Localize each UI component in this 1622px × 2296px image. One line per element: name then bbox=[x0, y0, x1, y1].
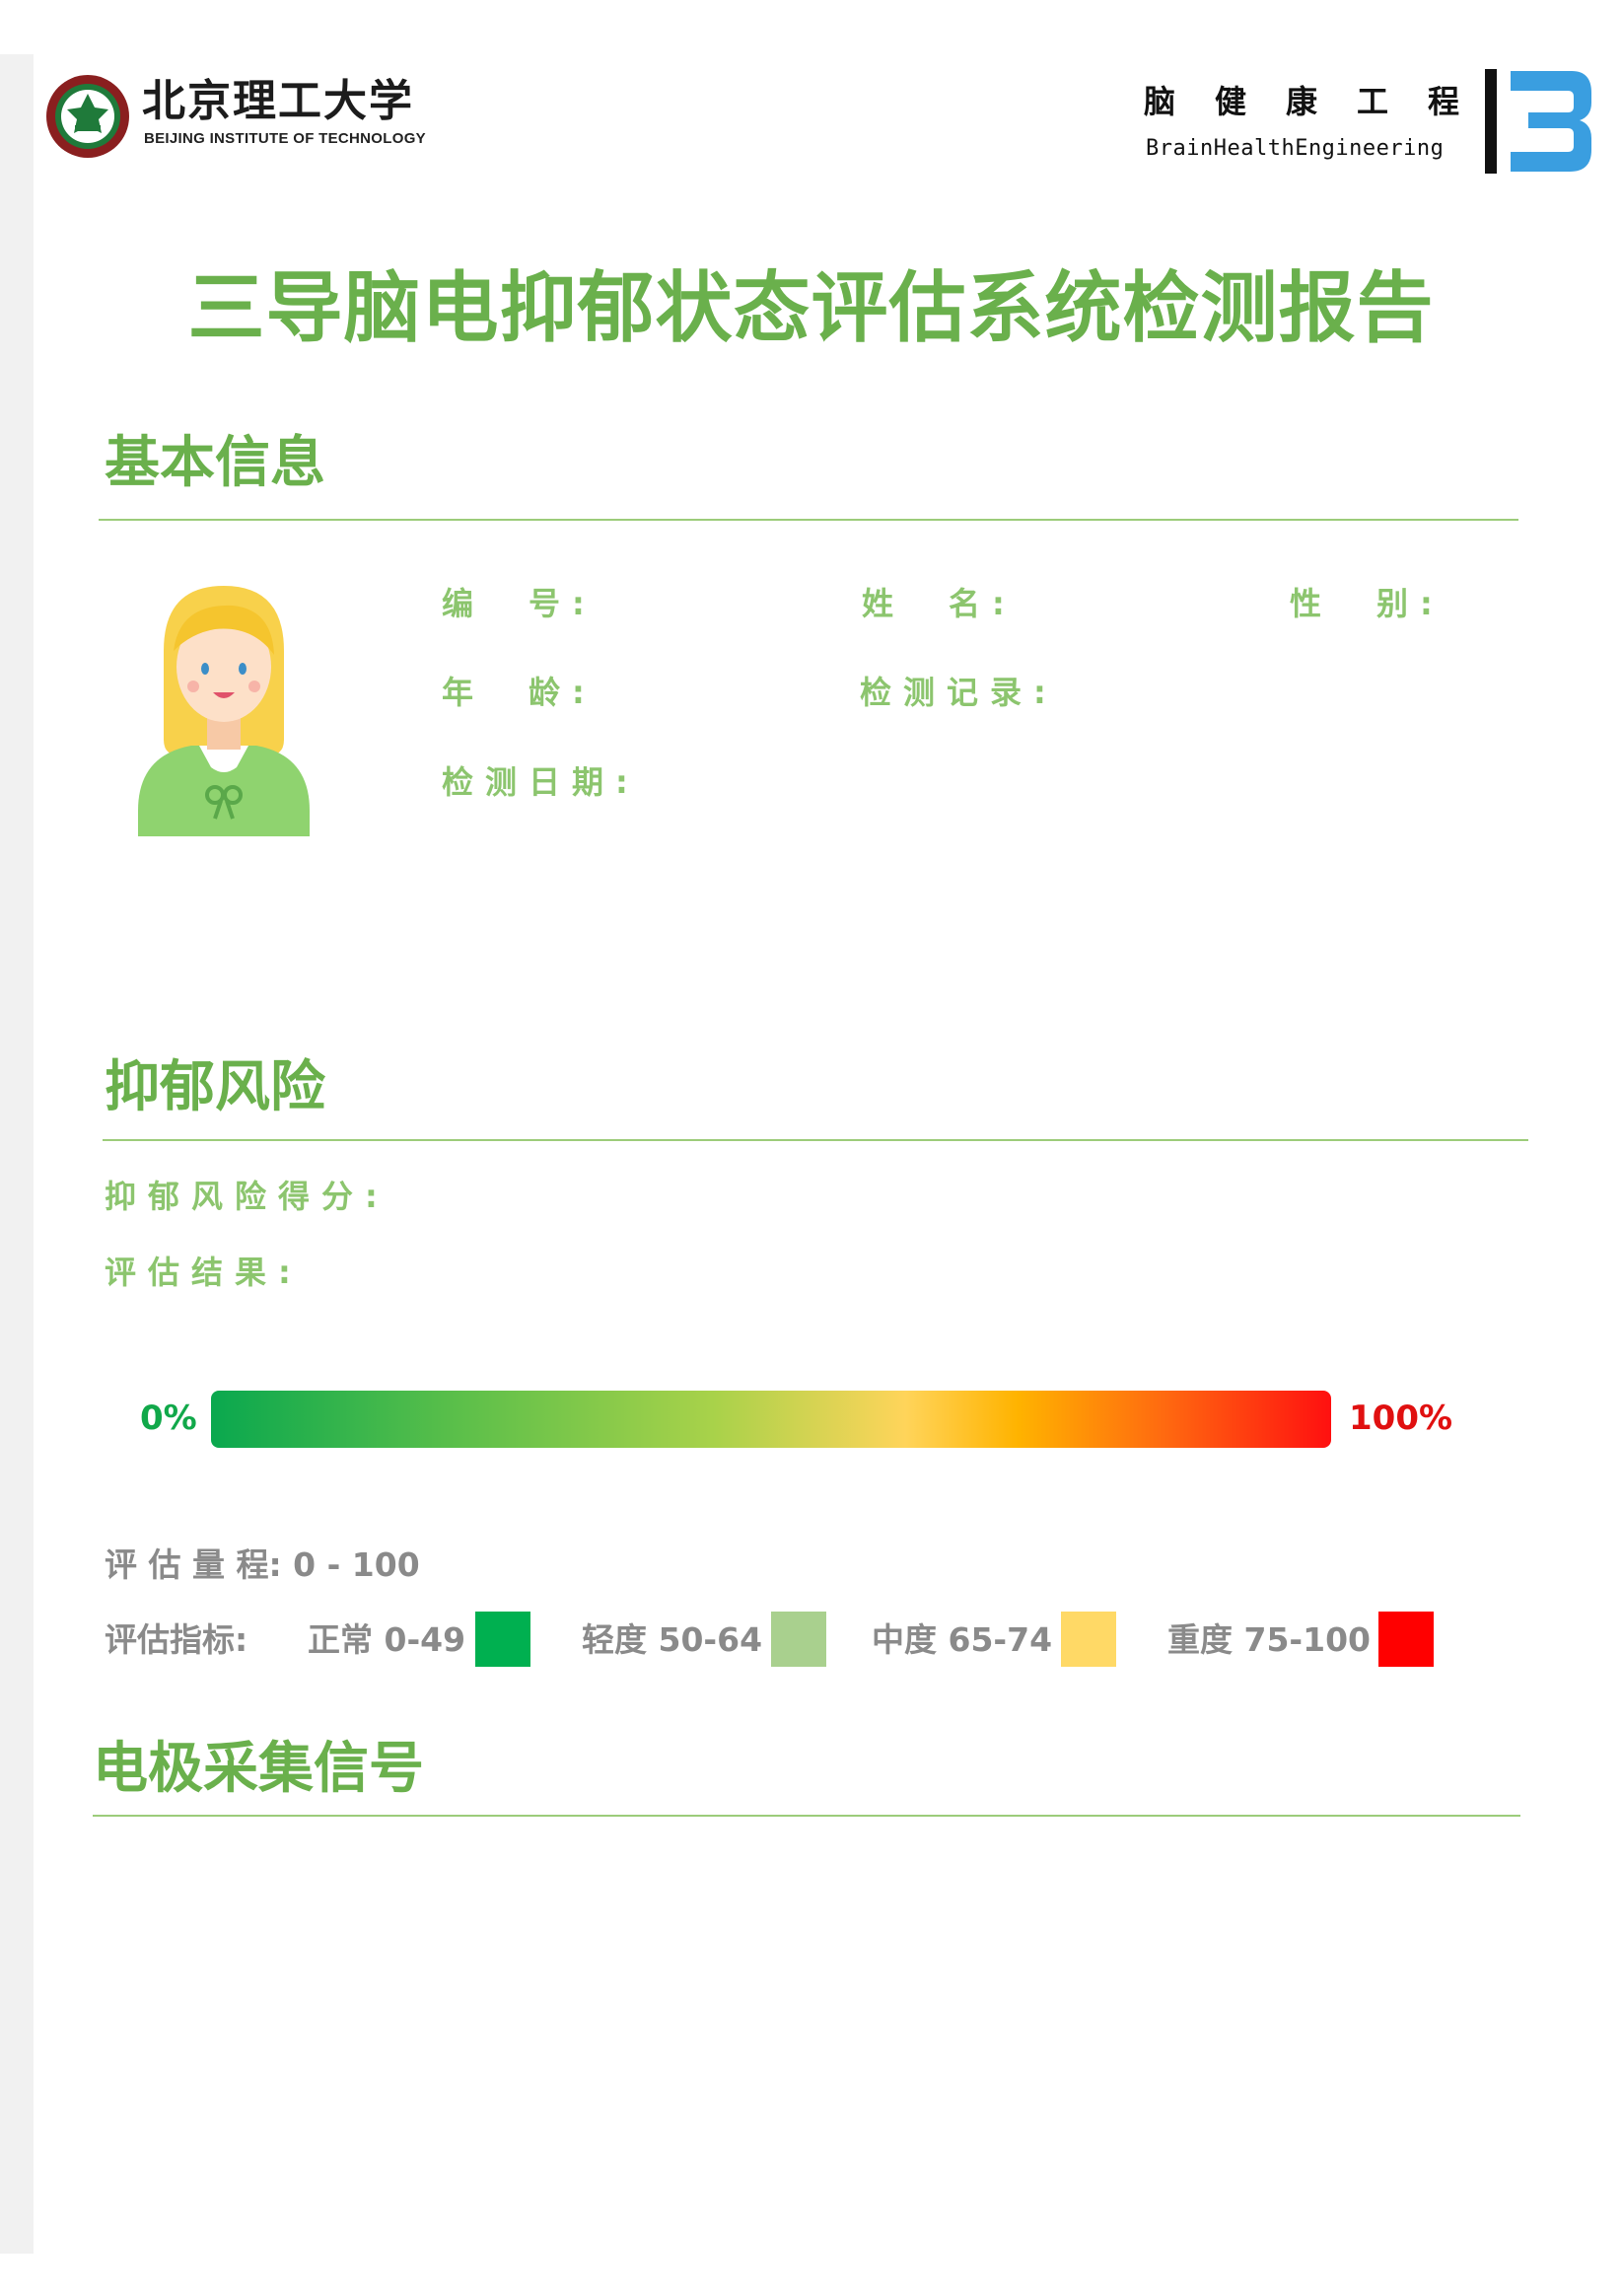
electrode-divider bbox=[93, 1815, 1520, 1817]
assessment-result-label: 评估结果: bbox=[105, 1254, 303, 1291]
level-mild-label: 轻度 50-64 bbox=[582, 1620, 763, 1659]
risk-score-label: 抑郁风险得分: bbox=[105, 1178, 389, 1215]
id-label: 编 号: bbox=[442, 585, 597, 622]
age-label: 年 龄: bbox=[442, 674, 597, 711]
risk-gradient-bar bbox=[211, 1391, 1331, 1448]
name-label: 姓 名: bbox=[862, 585, 1017, 622]
date-label: 检测日期: bbox=[442, 763, 640, 801]
level-moderate-swatch bbox=[1061, 1612, 1116, 1667]
lab-name-en: BrainHealthEngineering bbox=[1146, 136, 1445, 161]
female-user-avatar-icon bbox=[138, 586, 310, 836]
level-mild-swatch bbox=[771, 1612, 826, 1667]
university-name-cn: 北京理工大学 bbox=[142, 76, 414, 126]
brain-health-logo-icon bbox=[1485, 69, 1591, 174]
level-severe-swatch bbox=[1378, 1612, 1434, 1667]
risk-bar-max-label: 100% bbox=[1349, 1399, 1453, 1438]
basic-info-divider bbox=[99, 519, 1518, 521]
electrode-signal-heading: 电极采集信号 bbox=[93, 1737, 424, 1801]
level-normal-label: 正常 0-49 bbox=[308, 1620, 466, 1659]
university-name-en: BEIJING INSTITUTE OF TECHNOLOGY bbox=[144, 130, 426, 147]
university-emblem-icon bbox=[46, 75, 129, 158]
gender-label: 性 别: bbox=[1290, 585, 1445, 622]
assessment-indicator-label: 评估指标: bbox=[105, 1620, 248, 1659]
risk-divider bbox=[103, 1139, 1528, 1141]
assessment-scale-text: 评 估 量 程: 0 - 100 bbox=[105, 1545, 420, 1584]
level-moderate-label: 中度 65-74 bbox=[872, 1620, 1053, 1659]
report-title: 三导脑电抑郁状态评估系统检测报告 bbox=[187, 264, 1435, 353]
record-label: 检测记录: bbox=[860, 674, 1058, 711]
page-left-margin-strip bbox=[0, 54, 34, 2254]
basic-info-heading: 基本信息 bbox=[105, 431, 325, 495]
lab-name-cn: 脑健康工程 bbox=[1144, 83, 1500, 120]
risk-bar-min-label: 0% bbox=[140, 1399, 197, 1438]
level-normal-swatch bbox=[475, 1612, 530, 1667]
level-severe-label: 重度 75-100 bbox=[1167, 1620, 1371, 1659]
depression-risk-heading: 抑郁风险 bbox=[105, 1055, 325, 1119]
